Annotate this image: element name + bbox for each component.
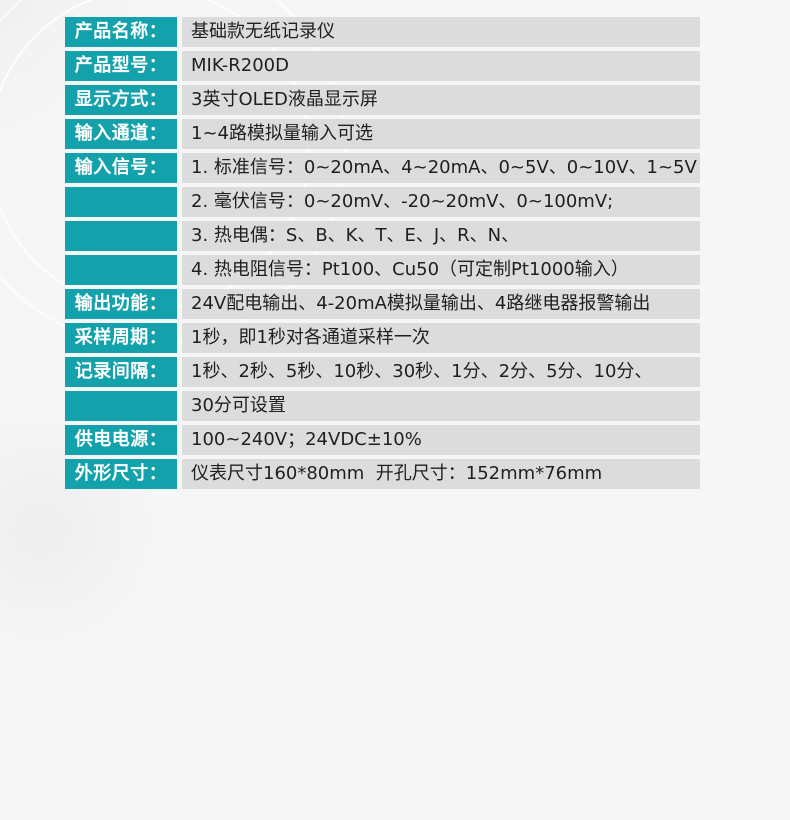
row-label: 记录间隔： — [65, 357, 177, 387]
table-row: 输入通道： 1~4路模拟量输入可选 — [65, 119, 700, 149]
row-value: MIK-R200D — [182, 51, 700, 81]
row-label — [65, 221, 177, 251]
row-value: 3. 热电偶：S、B、K、T、E、J、R、N、 — [182, 221, 700, 251]
table-row: 记录间隔： 1秒、2秒、5秒、10秒、30秒、1分、2分、5分、10分、 — [65, 357, 700, 387]
row-value: 2. 毫伏信号：0~20mV、-20~20mV、0~100mV; — [182, 187, 700, 217]
table-row: 产品型号： MIK-R200D — [65, 51, 700, 81]
table-row: 30分可设置 — [65, 391, 700, 421]
row-value: 30分可设置 — [182, 391, 700, 421]
row-value: 1. 标准信号：0~20mA、4~20mA、0~5V、0~10V、1~5V — [182, 153, 700, 183]
row-value: 4. 热电阻信号：Pt100、Cu50（可定制Pt1000输入） — [182, 255, 700, 285]
table-row: 2. 毫伏信号：0~20mV、-20~20mV、0~100mV; — [65, 187, 700, 217]
product-spec-sheet: { "colors": { "accent": "#13a1ab", "row_… — [0, 0, 700, 660]
row-value: 100~240V；24VDC±10% — [182, 425, 700, 455]
row-label: 产品型号： — [65, 51, 177, 81]
row-label: 输入信号： — [65, 153, 177, 183]
row-label: 采样周期： — [65, 323, 177, 353]
row-label: 显示方式： — [65, 85, 177, 115]
table-row: 外形尺寸： 仪表尺寸160*80mm 开孔尺寸：152mm*76mm — [65, 459, 700, 489]
row-value: 24V配电输出、4-20mA模拟量输出、4路继电器报警输出 — [182, 289, 700, 319]
table-row: 输入信号： 1. 标准信号：0~20mA、4~20mA、0~5V、0~10V、1… — [65, 153, 700, 183]
row-label — [65, 391, 177, 421]
row-label — [65, 255, 177, 285]
spec-table: 产品名称： 基础款无纸记录仪 产品型号： MIK-R200D 显示方式： 3英寸… — [65, 17, 700, 493]
table-row: 采样周期： 1秒，即1秒对各通道采样一次 — [65, 323, 700, 353]
row-label: 外形尺寸： — [65, 459, 177, 489]
table-row: 产品名称： 基础款无纸记录仪 — [65, 17, 700, 47]
row-value: 仪表尺寸160*80mm 开孔尺寸：152mm*76mm — [182, 459, 700, 489]
table-row: 3. 热电偶：S、B、K、T、E、J、R、N、 — [65, 221, 700, 251]
table-row: 4. 热电阻信号：Pt100、Cu50（可定制Pt1000输入） — [65, 255, 700, 285]
row-label: 供电电源： — [65, 425, 177, 455]
row-label: 产品名称： — [65, 17, 177, 47]
row-label: 输入通道： — [65, 119, 177, 149]
row-value: 1~4路模拟量输入可选 — [182, 119, 700, 149]
table-row: 输出功能： 24V配电输出、4-20mA模拟量输出、4路继电器报警输出 — [65, 289, 700, 319]
row-value: 3英寸OLED液晶显示屏 — [182, 85, 700, 115]
table-row: 显示方式： 3英寸OLED液晶显示屏 — [65, 85, 700, 115]
table-row: 供电电源： 100~240V；24VDC±10% — [65, 425, 700, 455]
row-value: 基础款无纸记录仪 — [182, 17, 700, 47]
row-value: 1秒，即1秒对各通道采样一次 — [182, 323, 700, 353]
row-value: 1秒、2秒、5秒、10秒、30秒、1分、2分、5分、10分、 — [182, 357, 700, 387]
row-label: 输出功能： — [65, 289, 177, 319]
row-label — [65, 187, 177, 217]
